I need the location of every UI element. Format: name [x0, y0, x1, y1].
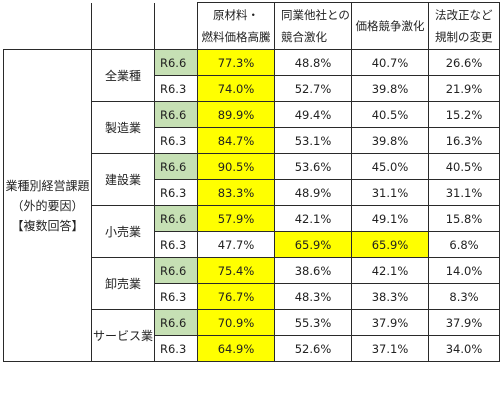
value-cell: 40.5%	[428, 153, 500, 180]
value-cell: 37.9%	[428, 309, 500, 336]
industry-label: 全業種	[91, 49, 155, 102]
value-cell: 90.5%	[197, 153, 275, 180]
table-row: 小売業 R6.6 57.9% 42.1% 49.1% 15.8%	[4, 205, 500, 258]
value-cell: 37.9%	[351, 309, 429, 336]
value-cell: 21.9%	[428, 75, 500, 102]
value-cell: 6.8%	[428, 231, 500, 258]
industry-label: 建設業	[91, 153, 155, 206]
value-cell: 31.1%	[428, 179, 500, 206]
period-cell: R6.3	[154, 179, 198, 206]
period-cell: R6.6	[154, 153, 198, 180]
value-cell: 34.0%	[428, 335, 500, 362]
value-cell: 14.0%	[428, 257, 500, 284]
table-row: 建設業 R6.6 90.5% 53.6% 45.0% 40.5%	[4, 153, 500, 206]
blank-corner	[154, 2, 198, 50]
table-row: R6.3 64.9% 52.6% 37.1% 34.0%	[4, 335, 500, 362]
period-cell: R6.6	[154, 205, 198, 232]
value-cell: 55.3%	[274, 309, 352, 336]
value-cell: 39.8%	[351, 75, 429, 102]
side-label-line: 業種別経営課題	[5, 178, 90, 193]
value-cell: 77.3%	[197, 49, 275, 76]
header-line: 規制の変更	[435, 30, 493, 44]
value-cell: 89.9%	[197, 101, 275, 128]
value-cell: 45.0%	[351, 153, 429, 180]
table-row: R6.3 76.7% 48.3% 38.3% 8.3%	[4, 283, 500, 310]
industry-label: サービス業	[91, 309, 155, 362]
header-line: 燃料価格高騰	[201, 30, 271, 44]
header-row: 原材料・ 燃料価格高騰 同業他社との 競合激化 価格競争激化 法改正など 規制の…	[3, 2, 500, 50]
value-cell: 65.9%	[351, 231, 429, 258]
value-cell: 84.7%	[197, 127, 275, 154]
value-cell: 38.6%	[274, 257, 352, 284]
value-cell: 70.9%	[197, 309, 275, 336]
table-row: 業種別経営課題 （外的要因） 【複数回答】 全業種 R6.6 77.3% 48.8% 40.7…	[3, 49, 500, 362]
value-cell: 15.8%	[428, 205, 500, 232]
value-cell: 53.6%	[274, 153, 352, 180]
header-cell: 原材料・ 燃料価格高騰	[197, 2, 275, 50]
value-cell: 40.5%	[351, 101, 429, 128]
header-line: 価格競争激化	[355, 19, 425, 33]
header-line: 法改正など	[435, 8, 493, 22]
value-cell: 74.0%	[197, 75, 275, 102]
value-cell: 26.6%	[428, 49, 500, 76]
value-cell: 47.7%	[197, 231, 275, 258]
period-cell: R6.6	[154, 101, 198, 128]
table-row: R6.3 74.0% 52.7% 39.8% 21.9%	[4, 75, 500, 102]
value-cell: 40.7%	[351, 49, 429, 76]
survey-table: 原材料・ 燃料価格高騰 同業他社との 競合激化 価格競争激化 法改正など 規制の…	[3, 2, 500, 362]
table-row: 製造業 R6.6 89.9% 49.4% 40.5% 15.2%	[4, 101, 500, 154]
header-line: 原材料・	[213, 8, 259, 22]
period-cell: R6.3	[154, 283, 198, 310]
header-cell: 法改正など 規制の変更	[428, 2, 500, 50]
value-cell: 42.1%	[274, 205, 352, 232]
header-cell: 価格競争激化	[351, 2, 429, 50]
period-cell: R6.3	[154, 127, 198, 154]
value-cell: 37.1%	[351, 335, 429, 362]
header-line: 競合激化	[281, 30, 327, 44]
period-cell: R6.3	[154, 335, 198, 362]
blank-corner	[3, 2, 92, 50]
value-cell: 52.6%	[274, 335, 352, 362]
period-cell: R6.6	[154, 49, 198, 76]
value-cell: 38.3%	[351, 283, 429, 310]
period-cell: R6.6	[154, 257, 198, 284]
value-cell: 49.1%	[351, 205, 429, 232]
value-cell: 48.9%	[274, 179, 352, 206]
table-row: R6.3 84.7% 53.1% 39.8% 16.3%	[4, 127, 500, 154]
industry-label: 卸売業	[91, 257, 155, 310]
period-cell: R6.6	[154, 309, 198, 336]
value-cell: 16.3%	[428, 127, 500, 154]
value-cell: 48.3%	[274, 283, 352, 310]
side-label-line: （外的要因）	[11, 198, 84, 213]
value-cell: 42.1%	[351, 257, 429, 284]
value-cell: 75.4%	[197, 257, 275, 284]
value-cell: 64.9%	[197, 335, 275, 362]
value-cell: 39.8%	[351, 127, 429, 154]
value-cell: 31.1%	[351, 179, 429, 206]
value-cell: 76.7%	[197, 283, 275, 310]
industry-label: 小売業	[91, 205, 155, 258]
period-cell: R6.3	[154, 75, 198, 102]
period-cell: R6.3	[154, 231, 198, 258]
value-cell: 15.2%	[428, 101, 500, 128]
header-cell: 同業他社との 競合激化	[274, 2, 352, 50]
blank-corner	[91, 2, 155, 50]
value-cell: 57.9%	[197, 205, 275, 232]
value-cell: 53.1%	[274, 127, 352, 154]
value-cell: 8.3%	[428, 283, 500, 310]
header-line: 同業他社との	[281, 8, 350, 22]
value-cell: 52.7%	[274, 75, 352, 102]
side-label-line: 【複数回答】	[11, 218, 84, 233]
value-cell: 83.3%	[197, 179, 275, 206]
value-cell: 65.9%	[274, 231, 352, 258]
value-cell: 48.8%	[274, 49, 352, 76]
industry-label: 製造業	[91, 101, 155, 154]
side-label: 業種別経営課題 （外的要因） 【複数回答】	[3, 49, 92, 362]
table-row: サービス業 R6.6 70.9% 55.3% 37.9% 37.9%	[4, 309, 500, 362]
table-body: 原材料・ 燃料価格高騰 同業他社との 競合激化 価格競争激化 法改正など 規制の…	[3, 2, 500, 362]
value-cell: 49.4%	[274, 101, 352, 128]
table-row: R6.3 47.7% 65.9% 65.9% 6.8%	[4, 231, 500, 258]
